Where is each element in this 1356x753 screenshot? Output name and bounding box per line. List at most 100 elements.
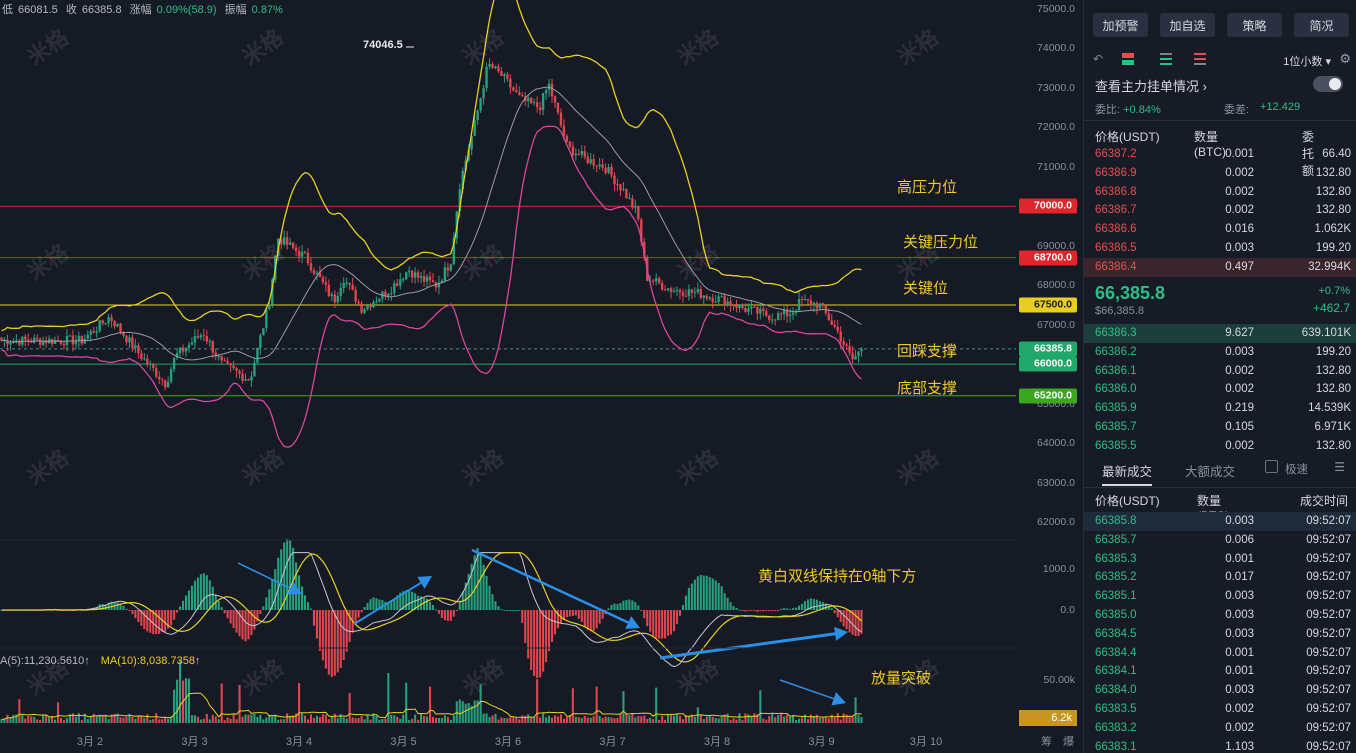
depth-toggle[interactable] — [1313, 76, 1343, 92]
volume-bar — [613, 718, 616, 723]
add-alert-button[interactable]: 加预警 — [1093, 13, 1148, 37]
volume-bar — [250, 714, 253, 723]
volume-bar — [738, 713, 741, 723]
volume-bar — [473, 700, 476, 723]
macd-histogram-bar — [640, 610, 643, 611]
volume-bar — [274, 714, 277, 723]
bid-row[interactable]: 66385.5 0.002 132.80 — [1084, 437, 1356, 456]
list-icon[interactable]: ☰ — [1334, 460, 1345, 474]
trade-time: 09:52:07 — [1306, 665, 1351, 678]
macd-histogram-bar — [684, 595, 687, 610]
volume-bar — [176, 679, 179, 723]
depth-link[interactable]: 查看主力挂单情况 › — [1095, 76, 1207, 95]
candle-body — [89, 331, 92, 335]
ratio-label: 委比: — [1095, 104, 1121, 116]
volume-bar — [244, 714, 247, 723]
macd-histogram-bar — [131, 610, 134, 615]
ask-row[interactable]: 66386.6 0.016 1.062K — [1084, 220, 1356, 239]
volume-bar — [655, 687, 658, 723]
macd-histogram-bar — [184, 595, 188, 610]
ask-row-qty: 0.002 — [1225, 166, 1254, 179]
overview-button[interactable]: 简况 — [1294, 13, 1349, 37]
ratio-value: +0.84% — [1123, 104, 1161, 116]
blue-arrow-annotation — [237, 562, 302, 595]
volume-bar — [452, 715, 455, 723]
macd-histogram-bar — [178, 606, 182, 610]
trade-row: 66384.4 0.001 09:52:07 — [1084, 644, 1356, 663]
macd-histogram-bar — [506, 610, 509, 611]
candle-body — [619, 184, 622, 191]
both-sides-icon[interactable] — [1122, 53, 1136, 65]
macd-histogram-bar — [321, 610, 324, 661]
macd-histogram-bar — [256, 610, 259, 622]
candle-body — [705, 295, 708, 299]
bid-row[interactable]: 66385.9 0.219 14.539K — [1084, 399, 1356, 418]
bid-row[interactable]: 66386.3 9.627 639.101K — [1084, 324, 1356, 343]
corner-label-chip[interactable]: 筹 — [1041, 736, 1052, 748]
volume-bar — [759, 690, 762, 723]
chevron-right-icon: › — [1202, 79, 1207, 94]
candle-body — [431, 280, 435, 283]
volume-bar — [672, 715, 676, 723]
bid-row-amount: 6.971K — [1314, 421, 1351, 433]
volume-bar — [312, 717, 315, 723]
asks-only-icon[interactable] — [1194, 53, 1208, 65]
bid-row[interactable]: 66386.1 0.002 132.80 — [1084, 362, 1356, 381]
arrow-shaft — [659, 632, 836, 660]
macd-histogram-bar — [515, 610, 518, 611]
macd-histogram-bar — [378, 599, 381, 610]
undo-icon[interactable]: ↶ — [1093, 52, 1104, 66]
ask-row[interactable]: 66386.8 0.002 132.80 — [1084, 183, 1356, 202]
corner-label-burst[interactable]: 爆 — [1063, 736, 1074, 748]
bids-only-icon[interactable] — [1160, 53, 1174, 65]
bid-row-qty: 0.002 — [1225, 439, 1254, 452]
candle-body — [479, 98, 482, 111]
ask-row[interactable]: 66386.9 0.002 132.80 — [1084, 164, 1356, 183]
candle-body — [494, 66, 497, 69]
candle-body — [223, 360, 226, 362]
macd-histogram-bar — [795, 607, 798, 610]
ask-row-amount: 66.40 — [1322, 148, 1351, 160]
volume-bar — [711, 716, 714, 723]
macd-histogram-bar — [232, 610, 235, 629]
bollinger-middle — [1, 86, 862, 361]
fast-checkbox[interactable] — [1265, 460, 1278, 473]
volume-bar — [54, 719, 57, 723]
volume-bar — [684, 715, 687, 723]
candle-body — [146, 358, 149, 365]
candle-body — [208, 341, 211, 343]
tab-latest-trades[interactable]: 最新成交 — [1102, 461, 1153, 486]
candle-body — [708, 297, 711, 299]
ask-row[interactable]: 66386.7 0.002 132.80 — [1084, 201, 1356, 220]
gear-icon[interactable]: ⚙ — [1339, 51, 1351, 66]
macd-histogram-bar — [556, 610, 560, 629]
ask-row[interactable]: 66387.2 0.001 66.40 — [1084, 145, 1356, 164]
chart-canvas[interactable] — [0, 0, 1083, 753]
volume-bar — [431, 716, 435, 723]
candle-body — [833, 324, 836, 327]
bid-row[interactable]: 66385.7 0.105 6.971K — [1084, 418, 1356, 437]
strategy-button[interactable]: 策略 — [1227, 13, 1282, 37]
tab-large-trades[interactable]: 大额成交 — [1185, 465, 1236, 479]
ask-row-qty: 0.002 — [1225, 204, 1254, 217]
candle-body — [348, 282, 351, 285]
add-watchlist-button[interactable]: 加自选 — [1160, 13, 1215, 37]
macd-histogram-bar — [548, 610, 551, 652]
kline-chart[interactable]: 低 66081.5 收 66385.8 涨幅 0.09%(58.9) 振幅 0.87% … — [0, 0, 1083, 753]
candle-body — [452, 237, 456, 265]
candle-body — [59, 340, 63, 344]
ask-row[interactable]: 66386.4 0.497 32.994K — [1084, 257, 1356, 277]
volume-bar — [262, 719, 265, 723]
volume-bar — [821, 717, 824, 723]
bid-row[interactable]: 66386.0 0.002 132.80 — [1084, 380, 1356, 399]
ask-row[interactable]: 66386.5 0.003 199.20 — [1084, 239, 1356, 258]
macd-histogram-bar — [681, 605, 685, 610]
bid-row[interactable]: 66386.2 0.003 199.20 — [1084, 343, 1356, 362]
trade-qty: 0.001 — [1225, 646, 1254, 659]
volume-bar — [161, 719, 164, 723]
candle-body — [160, 379, 164, 381]
decimal-select[interactable]: 1位小数 ▾ — [1283, 56, 1331, 68]
volume-bar — [378, 719, 381, 723]
volume-bar — [518, 719, 521, 723]
candle-body — [518, 92, 521, 96]
